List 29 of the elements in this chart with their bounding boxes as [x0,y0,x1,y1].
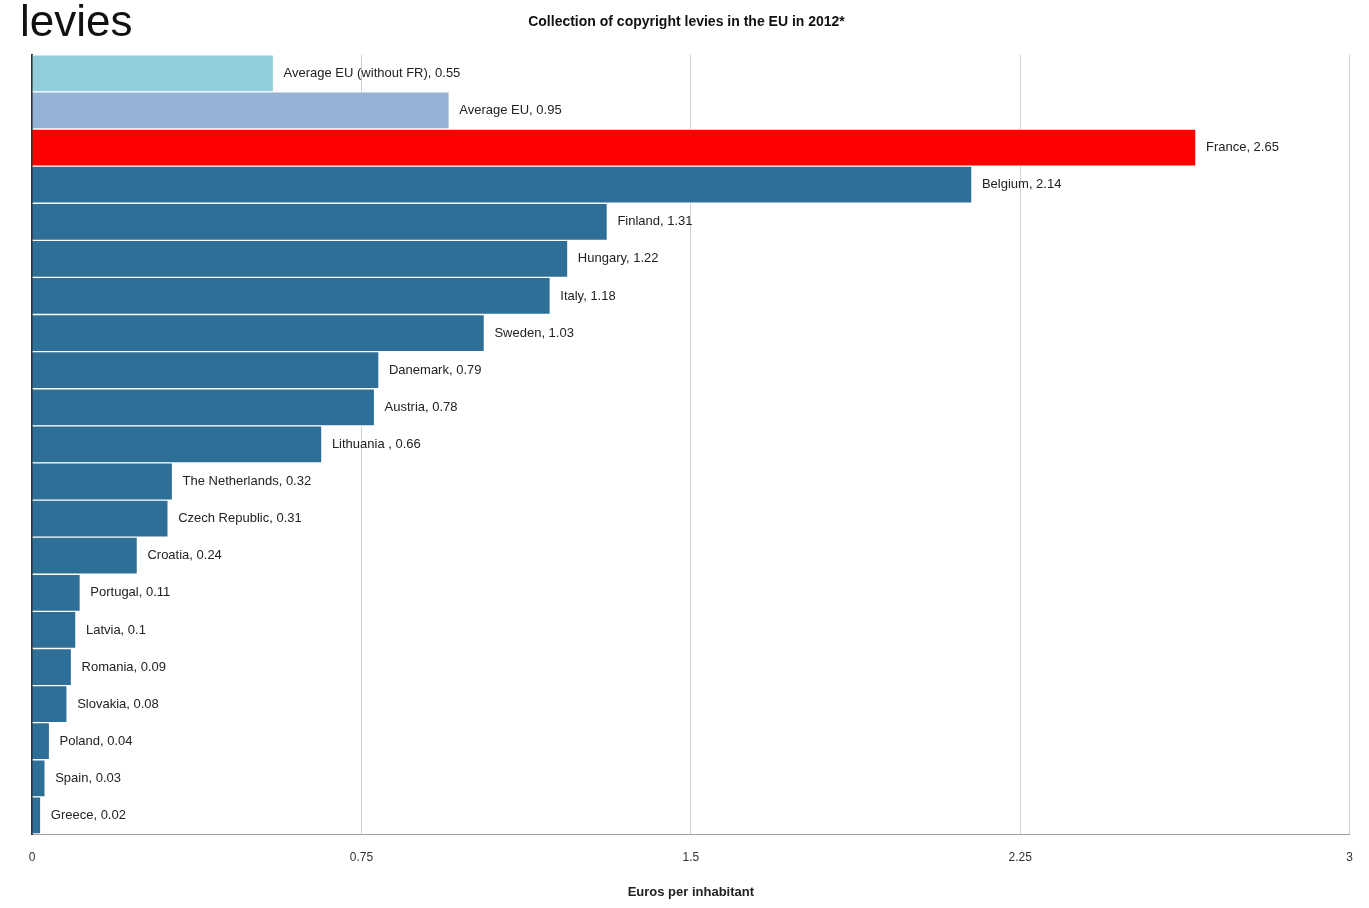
data-label: Croatia, 0.24 [147,547,222,563]
data-label: Sweden, 1.03 [494,324,574,340]
chart-title: Collection of copyright levies in the EU in 2012* [528,13,846,30]
data-label: Average EU, 0.95 [459,102,562,118]
data-label: Hungary, 1.22 [577,250,659,266]
x-tick-label: 1.5 [682,849,700,864]
x-tick-label: 0 [28,849,36,864]
x-axis-title: Euros per inhabitant [627,883,755,899]
data-label: Average EU (without FR), 0.55 [283,64,461,80]
data-label: Austria, 0.78 [384,398,458,414]
data-label: Lithuania , 0.66 [331,435,421,451]
x-tick-label: 0.75 [349,849,374,864]
data-label: Greece, 0.02 [50,807,126,823]
text: levies [20,0,133,46]
x-tick-label: 3 [1346,849,1354,864]
data-label: Finland, 1.31 [617,213,693,229]
data-label: Danemark, 0.79 [388,361,482,377]
data-label: Belgium, 2.14 [981,176,1062,192]
data-label: Latvia, 0.1 [85,621,146,637]
data-label: France, 2.65 [1205,139,1279,155]
x-tick-label: 2.25 [1008,849,1033,864]
data-label: Italy, 1.18 [560,287,616,303]
data-label: Slovakia, 0.08 [77,695,159,711]
data-label: Romania, 0.09 [81,658,167,674]
data-label: Portugal, 0.11 [90,584,171,600]
data-label: Poland, 0.04 [59,732,133,748]
data-label: Czech Republic, 0.31 [178,510,302,526]
data-label: Spain, 0.03 [55,769,121,785]
data-label: The Netherlands, 0.32 [182,473,312,489]
